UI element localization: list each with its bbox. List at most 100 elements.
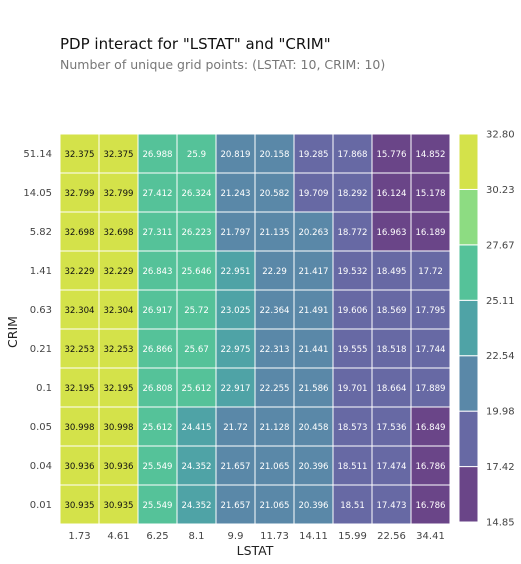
cell-value-label: 18.51 <box>340 501 365 511</box>
cell-value-label: 17.474 <box>376 462 406 472</box>
heatmap-cell <box>98 211 139 252</box>
cell-value-label: 17.536 <box>376 423 406 433</box>
heatmap-cell <box>176 133 217 174</box>
heatmap-cell <box>176 445 217 486</box>
cell-value-label: 26.917 <box>142 306 172 316</box>
cell-value-label: 20.396 <box>298 501 328 511</box>
heatmap-cell <box>215 445 256 486</box>
cell-value-label: 15.776 <box>376 150 406 160</box>
heatmap-cell <box>137 445 178 486</box>
cell-value-label: 32.799 <box>103 189 133 199</box>
cell-value-label: 20.819 <box>220 150 250 160</box>
cell-value-label: 21.243 <box>220 189 250 199</box>
x-tick-label: 4.61 <box>107 531 129 542</box>
colorbar-tick-label: 17.42 <box>486 462 515 473</box>
cell-value-label: 18.511 <box>337 462 367 472</box>
heatmap-cell <box>176 250 217 291</box>
cell-value-label: 17.473 <box>376 501 406 511</box>
cell-value-label: 24.415 <box>181 423 211 433</box>
x-axis-ticks: 1.73 4.61 6.25 8.1 9.9 11.73 14.11 15.99 22.56 34… <box>68 531 444 542</box>
heatmap-cell <box>410 328 451 369</box>
heatmap-cell <box>332 406 373 447</box>
cell-value-label: 16.189 <box>415 228 445 238</box>
cell-value-label: 23.025 <box>220 306 250 316</box>
heatmap-cell <box>254 484 295 525</box>
cell-value-label: 27.311 <box>142 228 172 238</box>
cell-value-label: 15.178 <box>415 189 445 199</box>
cell-value-label: 25.646 <box>181 267 211 277</box>
cell-value-label: 18.518 <box>376 345 406 355</box>
cell-value-label: 18.573 <box>337 423 367 433</box>
heatmap-cell <box>215 250 256 291</box>
cell-value-label: 20.158 <box>259 150 289 160</box>
x-tick-label: 14.11 <box>299 531 328 542</box>
heatmap-cell <box>371 406 412 447</box>
cell-value-label: 27.412 <box>142 189 172 199</box>
cell-value-label: 32.195 <box>64 384 94 394</box>
cell-value-label: 25.612 <box>181 384 211 394</box>
heatmap-cell <box>98 367 139 408</box>
cell-value-label: 25.67 <box>184 345 209 355</box>
cell-value-label: 22.313 <box>259 345 289 355</box>
x-tick-label: 1.73 <box>68 531 90 542</box>
cell-value-label: 18.664 <box>376 384 406 394</box>
cell-value-label: 17.744 <box>415 345 445 355</box>
heatmap-cell <box>59 172 100 213</box>
colorbar-tick-label: 32.80 <box>486 130 515 141</box>
heatmap-cell <box>59 484 100 525</box>
x-tick-label: 6.25 <box>146 531 168 542</box>
cell-value-label: 22.917 <box>220 384 250 394</box>
heatmap-cell <box>332 289 373 330</box>
cell-value-label: 21.657 <box>220 501 250 511</box>
cell-value-label: 20.458 <box>298 423 328 433</box>
colorbar: 14.85 17.42 19.98 22.54 25.11 27.67 30.23 32.80 <box>458 130 515 529</box>
y-tick-label: 0.63 <box>30 305 52 316</box>
heatmap-cell <box>215 406 256 447</box>
cell-value-label: 20.263 <box>298 228 328 238</box>
cell-value-label: 21.657 <box>220 462 250 472</box>
heatmap-cells: 32.375 32.375 26.988 25.9 20.819 20.158 19.285… <box>59 133 451 525</box>
cell-value-label: 19.285 <box>298 150 328 160</box>
cell-value-label: 25.549 <box>142 462 172 472</box>
colorbar-tick-label: 19.98 <box>486 407 515 418</box>
colorbar-segment <box>458 188 479 246</box>
heatmap-cell <box>332 250 373 291</box>
heatmap-cell <box>410 211 451 252</box>
cell-value-label: 20.396 <box>298 462 328 472</box>
cell-value-label: 21.065 <box>259 462 289 472</box>
heatmap-cell <box>332 211 373 252</box>
x-tick-label: 8.1 <box>189 531 205 542</box>
cell-value-label: 18.569 <box>376 306 406 316</box>
heatmap-cell <box>293 367 334 408</box>
cell-value-label: 19.532 <box>337 267 367 277</box>
heatmap-cell <box>137 289 178 330</box>
cell-value-label: 14.852 <box>415 150 445 160</box>
chart-title: PDP interact for "LSTAT" and "CRIM" <box>60 35 331 53</box>
cell-value-label: 32.698 <box>103 228 133 238</box>
cell-value-label: 17.889 <box>415 384 445 394</box>
cell-value-label: 16.786 <box>415 501 445 511</box>
heatmap-cell <box>293 328 334 369</box>
cell-value-label: 21.586 <box>298 384 328 394</box>
cell-value-label: 22.29 <box>262 267 287 277</box>
x-axis-label: LSTAT <box>237 543 274 558</box>
cell-value-label: 30.936 <box>103 462 133 472</box>
cell-value-label: 32.229 <box>64 267 94 277</box>
heatmap-cell <box>176 406 217 447</box>
cell-value-label: 25.612 <box>142 423 172 433</box>
cell-value-label: 17.72 <box>418 267 443 277</box>
cell-value-label: 18.495 <box>376 267 406 277</box>
cell-value-label: 24.352 <box>181 501 211 511</box>
heatmap-cell <box>137 484 178 525</box>
cell-value-label: 20.582 <box>259 189 289 199</box>
heatmap-cell <box>332 172 373 213</box>
cell-value-label: 32.375 <box>103 150 133 160</box>
colorbar-segment <box>458 133 479 190</box>
cell-value-label: 16.849 <box>415 423 445 433</box>
cell-value-label: 32.253 <box>64 345 94 355</box>
cell-value-label: 21.441 <box>298 345 328 355</box>
heatmap-cell <box>371 133 412 174</box>
heatmap-cell <box>410 172 451 213</box>
cell-value-label: 32.229 <box>103 267 133 277</box>
x-tick-label: 34.41 <box>416 531 445 542</box>
